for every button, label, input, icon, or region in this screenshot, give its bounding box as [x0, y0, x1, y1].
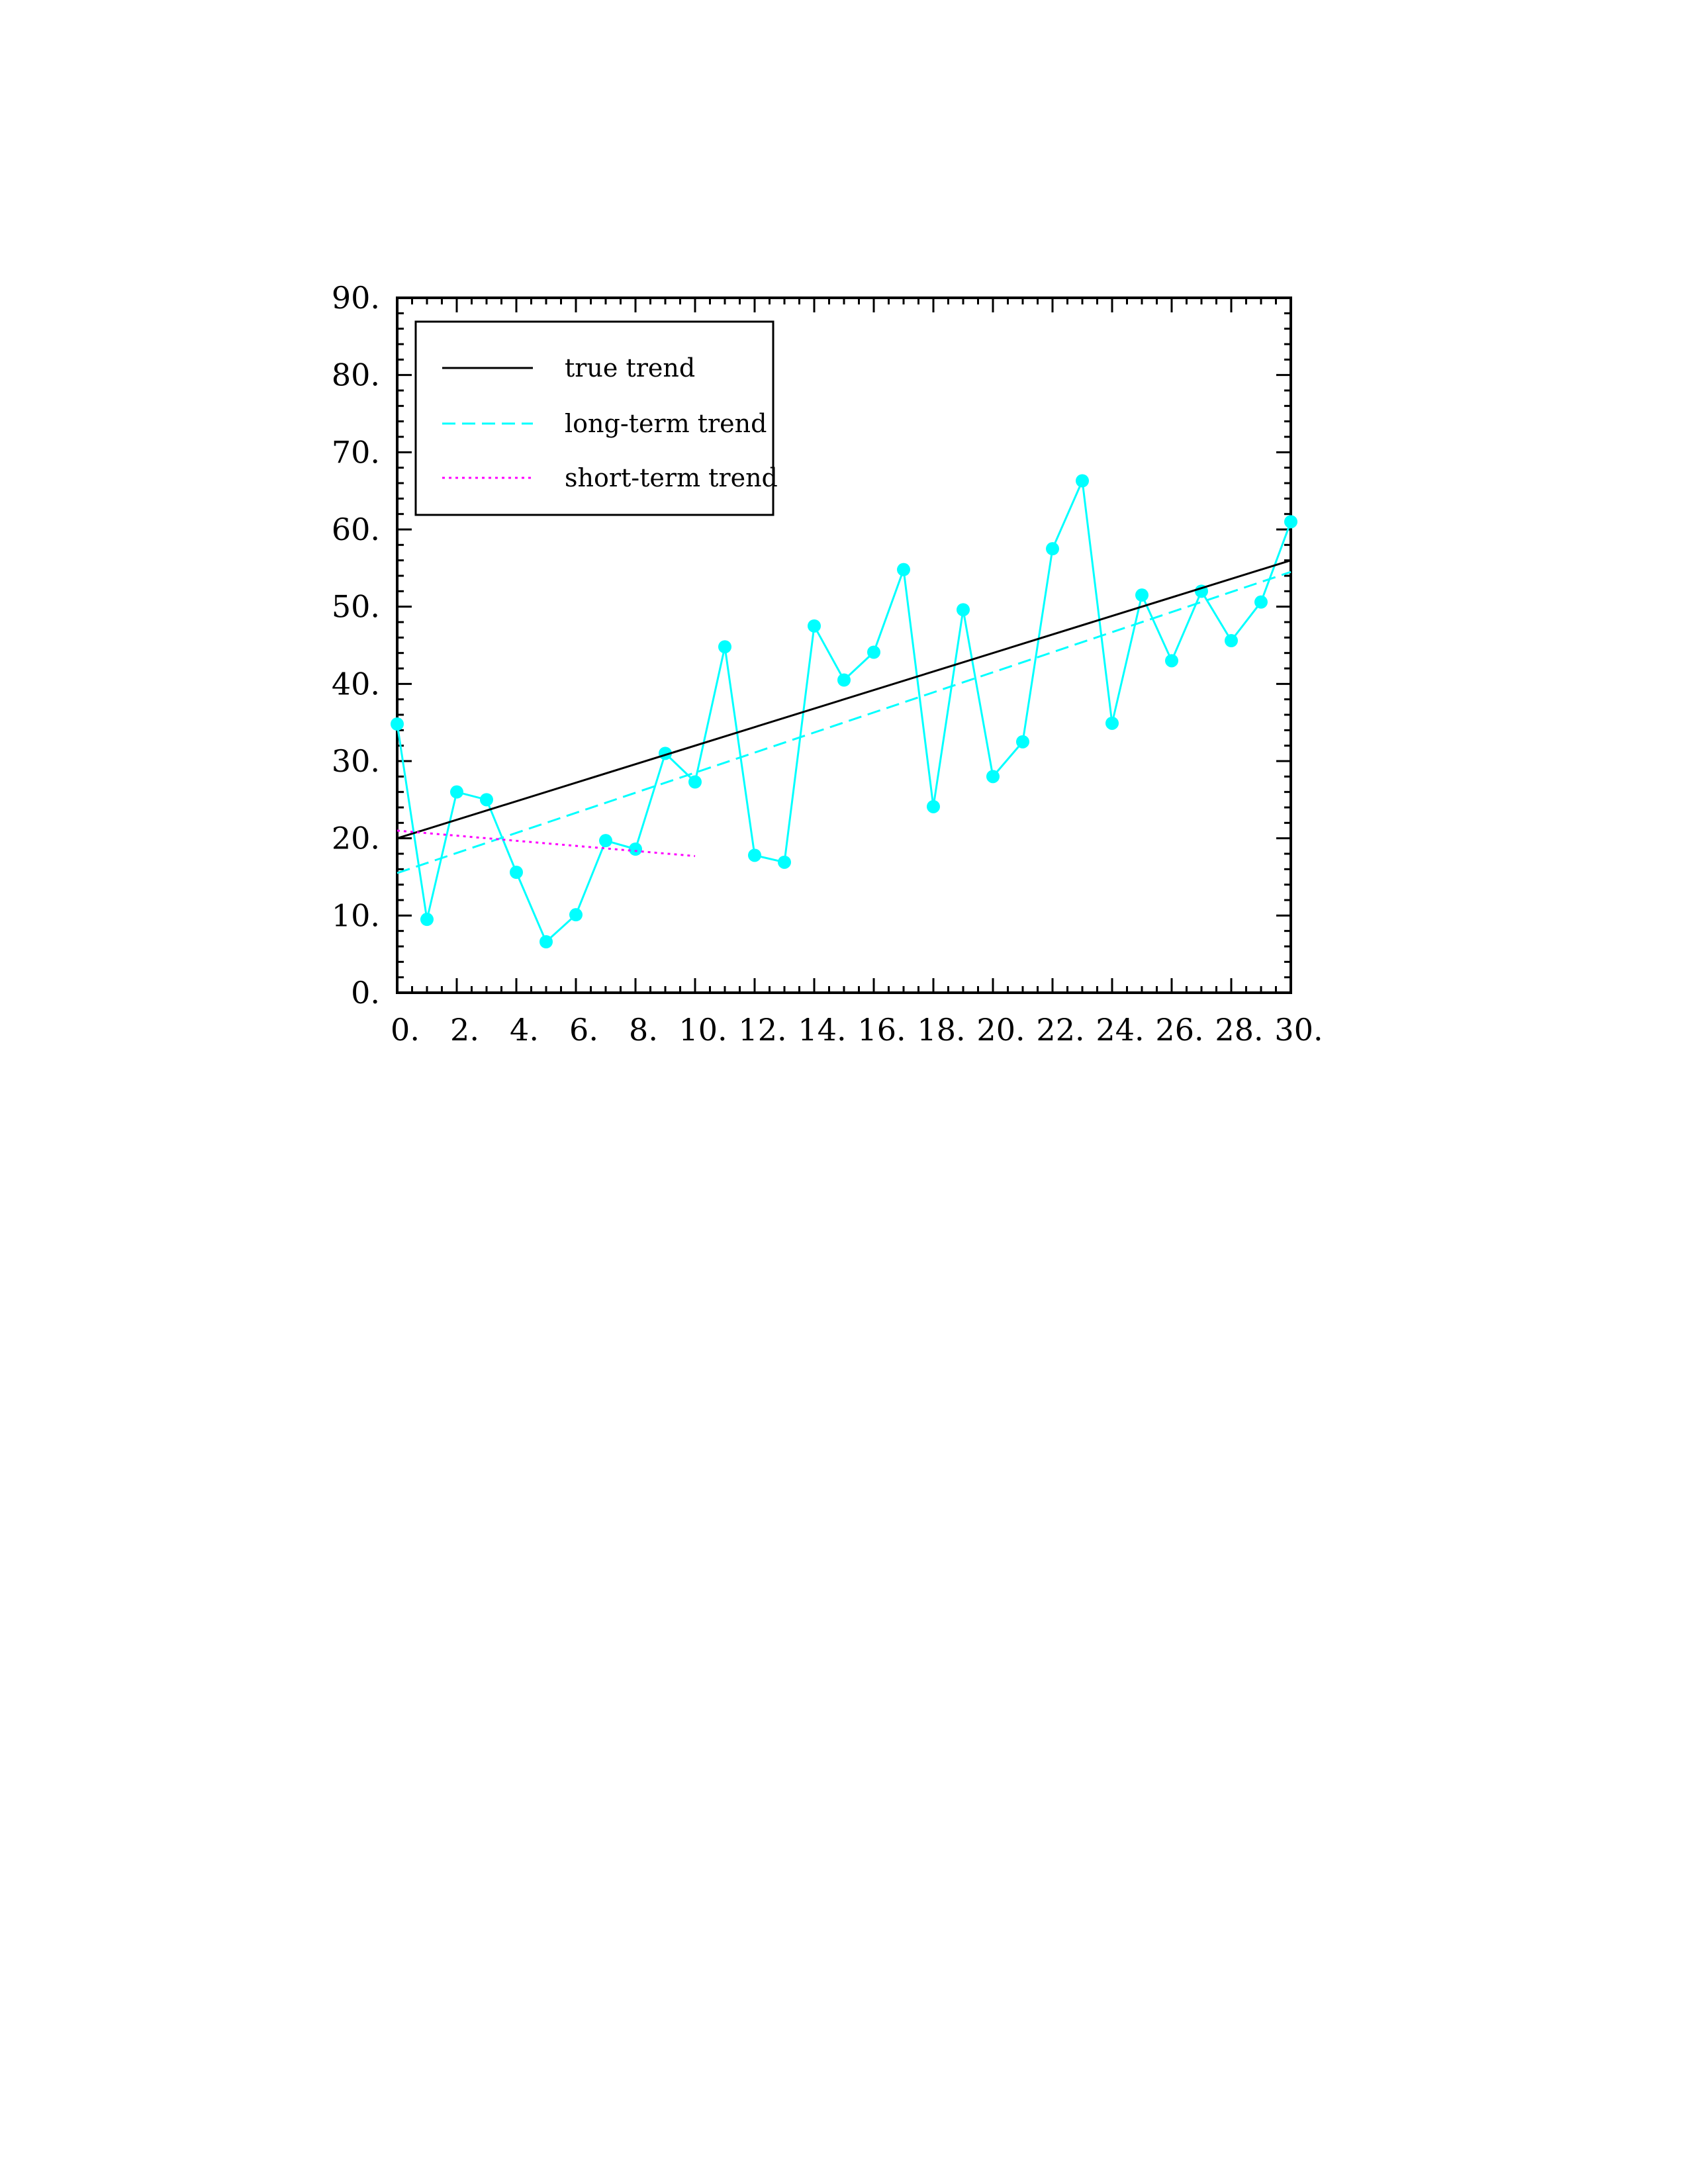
y-tick-label: 40. [332, 666, 380, 702]
data-point [748, 848, 761, 862]
data-point [450, 785, 463, 799]
x-tick-label: 6. [569, 1012, 598, 1048]
data-point [539, 935, 553, 948]
series-line-long-term-trend [397, 570, 1291, 874]
x-tick-label: 16. [857, 1012, 906, 1048]
x-tick-label: 14. [798, 1012, 846, 1048]
y-tick-label: 20. [332, 821, 380, 856]
legend: true trend long-term trend short-term tr… [414, 320, 778, 516]
x-tick-label: 28. [1215, 1012, 1263, 1048]
x-tick-label: 10. [679, 1012, 727, 1048]
data-point [629, 842, 642, 856]
x-tick-label: 30. [1274, 1012, 1323, 1048]
data-point [1016, 735, 1029, 749]
y-tick-label: 50. [332, 589, 380, 625]
data-point [420, 913, 434, 927]
data-point [391, 717, 404, 731]
data-point [1046, 542, 1059, 556]
x-tick-label: 8. [629, 1012, 658, 1048]
data-point [510, 866, 523, 879]
data-point [1076, 474, 1089, 488]
data-point [569, 908, 583, 922]
y-tick-label: 80. [332, 357, 380, 393]
legend-label-short-term-trend: short-term trend [565, 463, 778, 492]
legend-label-long-term-trend: long-term trend [565, 409, 767, 438]
data-point [1254, 595, 1268, 609]
y-tick-label: 10. [332, 897, 380, 933]
x-tick-label: 24. [1096, 1012, 1144, 1048]
data-point [718, 640, 731, 654]
data-point [867, 645, 880, 659]
data-point [808, 619, 821, 633]
data-point [480, 793, 493, 807]
data-point [957, 603, 970, 617]
y-tick-label: 70. [332, 434, 380, 470]
data-point [1284, 515, 1297, 529]
x-tick-label: 18. [917, 1012, 965, 1048]
x-tick-label: 4. [510, 1012, 539, 1048]
data-point [927, 799, 940, 813]
data-point [1225, 634, 1238, 647]
legend-label-true-trend: true trend [565, 353, 695, 383]
data-point [688, 775, 702, 789]
x-tick-label: 2. [450, 1012, 479, 1048]
axis-ticks [396, 296, 1292, 994]
y-tick-label: 90. [332, 280, 380, 316]
data-point [1165, 654, 1178, 668]
y-tick-label: 30. [332, 743, 380, 779]
data-point [986, 770, 1000, 784]
data-point [778, 855, 791, 869]
data-point [1135, 588, 1149, 602]
x-tick-label: 0. [391, 1012, 420, 1048]
series-line-data [396, 477, 1292, 944]
data-point [599, 834, 612, 848]
series-line-true-trend [397, 559, 1291, 840]
legend-box [414, 320, 774, 516]
data-point [897, 563, 910, 576]
x-tick-labels: 0. 2. 4. 6. 8. 10. 12. 14. 16. 18. 20. 22. 24. 26. 28.… [391, 1012, 1323, 1048]
x-tick-label: 26. [1155, 1012, 1203, 1048]
x-tick-label: 12. [738, 1012, 786, 1048]
y-tick-labels: 0. 10. 20. 30. 40. 50. 60. 70. 80. 90. [332, 280, 380, 1011]
x-tick-label: 22. [1036, 1012, 1084, 1048]
data-point [1105, 716, 1119, 730]
x-tick-label: 20. [976, 1012, 1025, 1048]
series-layer [391, 474, 1297, 948]
data-point [837, 673, 851, 687]
y-tick-label: 60. [332, 512, 380, 547]
y-tick-label: 0. [351, 975, 380, 1011]
